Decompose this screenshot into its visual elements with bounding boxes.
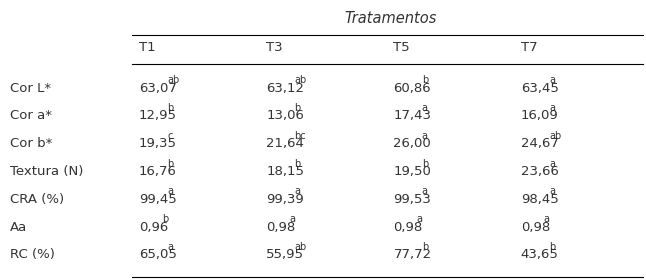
Text: b: b bbox=[422, 242, 428, 252]
Text: a: a bbox=[289, 214, 295, 224]
Text: c: c bbox=[167, 131, 172, 141]
Text: a: a bbox=[549, 186, 555, 197]
Text: a: a bbox=[422, 103, 428, 113]
Text: a: a bbox=[416, 214, 422, 224]
Text: 13,06: 13,06 bbox=[266, 109, 304, 122]
Text: ab: ab bbox=[295, 75, 307, 85]
Text: b: b bbox=[162, 214, 168, 224]
Text: Tratamentos: Tratamentos bbox=[344, 11, 436, 26]
Text: Cor b*: Cor b* bbox=[10, 137, 52, 150]
Text: ab: ab bbox=[295, 242, 307, 252]
Text: 77,72: 77,72 bbox=[393, 248, 432, 262]
Text: a: a bbox=[167, 242, 173, 252]
Text: 0,98: 0,98 bbox=[266, 221, 295, 234]
Text: 16,09: 16,09 bbox=[521, 109, 558, 122]
Text: 63,45: 63,45 bbox=[521, 81, 559, 95]
Text: 18,15: 18,15 bbox=[266, 165, 304, 178]
Text: Cor L*: Cor L* bbox=[10, 81, 51, 95]
Text: 17,43: 17,43 bbox=[393, 109, 432, 122]
Text: 99,45: 99,45 bbox=[139, 193, 176, 206]
Text: 16,76: 16,76 bbox=[139, 165, 177, 178]
Text: 0,96: 0,96 bbox=[139, 221, 168, 234]
Text: a: a bbox=[549, 75, 555, 85]
Text: 19,50: 19,50 bbox=[393, 165, 432, 178]
Text: a: a bbox=[549, 159, 555, 169]
Text: 98,45: 98,45 bbox=[521, 193, 558, 206]
Text: 55,95: 55,95 bbox=[266, 248, 304, 262]
Text: 43,65: 43,65 bbox=[521, 248, 559, 262]
Text: a: a bbox=[422, 131, 428, 141]
Text: 99,53: 99,53 bbox=[393, 193, 432, 206]
Text: a: a bbox=[295, 186, 300, 197]
Text: b: b bbox=[422, 75, 428, 85]
Text: Textura (N): Textura (N) bbox=[10, 165, 83, 178]
Text: a: a bbox=[543, 214, 549, 224]
Text: T7: T7 bbox=[521, 41, 537, 53]
Text: 65,05: 65,05 bbox=[139, 248, 177, 262]
Text: 12,95: 12,95 bbox=[139, 109, 177, 122]
Text: b: b bbox=[422, 159, 428, 169]
Text: 23,66: 23,66 bbox=[521, 165, 559, 178]
Text: 21,64: 21,64 bbox=[266, 137, 304, 150]
Text: RC (%): RC (%) bbox=[10, 248, 54, 262]
Text: bc: bc bbox=[295, 131, 306, 141]
Text: a: a bbox=[422, 186, 428, 197]
Text: T3: T3 bbox=[266, 41, 283, 53]
Text: b: b bbox=[295, 159, 301, 169]
Text: CRA (%): CRA (%) bbox=[10, 193, 64, 206]
Text: T1: T1 bbox=[139, 41, 156, 53]
Text: 63,07: 63,07 bbox=[139, 81, 177, 95]
Text: b: b bbox=[167, 159, 174, 169]
Text: 24,67: 24,67 bbox=[521, 137, 559, 150]
Text: 0,98: 0,98 bbox=[393, 221, 422, 234]
Text: T5: T5 bbox=[393, 41, 410, 53]
Text: b: b bbox=[549, 242, 556, 252]
Text: ab: ab bbox=[167, 75, 180, 85]
Text: 19,35: 19,35 bbox=[139, 137, 177, 150]
Text: 60,86: 60,86 bbox=[393, 81, 431, 95]
Text: a: a bbox=[549, 103, 555, 113]
Text: b: b bbox=[295, 103, 301, 113]
Text: Aa: Aa bbox=[10, 221, 27, 234]
Text: ab: ab bbox=[549, 131, 561, 141]
Text: 26,00: 26,00 bbox=[393, 137, 431, 150]
Text: a: a bbox=[167, 186, 173, 197]
Text: b: b bbox=[167, 103, 174, 113]
Text: 63,12: 63,12 bbox=[266, 81, 304, 95]
Text: 0,98: 0,98 bbox=[521, 221, 550, 234]
Text: 99,39: 99,39 bbox=[266, 193, 304, 206]
Text: Cor a*: Cor a* bbox=[10, 109, 52, 122]
